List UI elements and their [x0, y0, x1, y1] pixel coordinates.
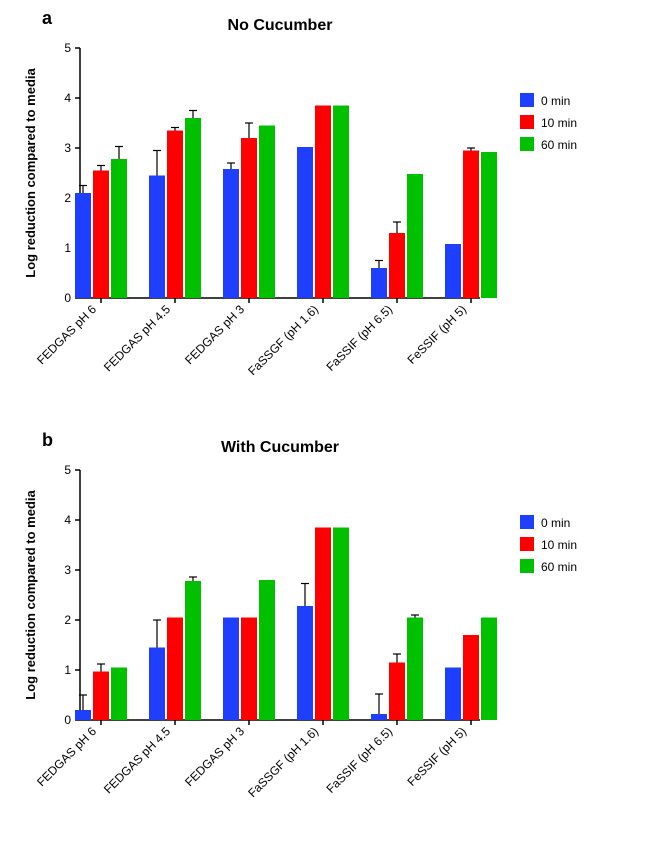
x-tick-label: FEDGAS pH 4.5 — [101, 302, 173, 374]
bar — [389, 233, 405, 298]
x-tick-label: FeSSIF (pH 5) — [405, 302, 470, 367]
legend-swatch — [520, 115, 534, 129]
figure-page: { "layout": { "page_width": 646, "page_h… — [0, 0, 646, 847]
svg-text:1: 1 — [64, 241, 71, 255]
legend-swatch — [520, 93, 534, 107]
svg-text:4: 4 — [64, 91, 71, 105]
x-tick-label: FEDGAS pH 6 — [34, 302, 99, 367]
svg-text:1: 1 — [64, 663, 71, 677]
bar — [111, 668, 127, 721]
legend-label: 60 min — [541, 560, 577, 574]
x-tick-label: FEDGAS pH 3 — [182, 302, 247, 367]
x-tick-label: FaSSGF (pH 1.6) — [245, 302, 321, 378]
bar — [75, 710, 91, 720]
bar — [223, 169, 239, 298]
svg-text:4: 4 — [64, 513, 71, 527]
bar — [167, 618, 183, 721]
x-tick-label: FaSSGF (pH 1.6) — [245, 724, 321, 800]
legend-swatch — [520, 137, 534, 151]
svg-text:3: 3 — [64, 563, 71, 577]
bar — [407, 618, 423, 721]
bar — [407, 174, 423, 298]
bar — [463, 635, 479, 720]
bar — [149, 648, 165, 721]
bar — [445, 668, 461, 721]
legend-swatch — [520, 537, 534, 551]
legend-swatch — [520, 515, 534, 529]
bar — [333, 106, 349, 299]
legend-label: 60 min — [541, 138, 577, 152]
x-tick-label: FeSSIF (pH 5) — [405, 724, 470, 789]
svg-text:2: 2 — [64, 191, 71, 205]
legend-label: 0 min — [541, 516, 570, 530]
bar — [333, 528, 349, 721]
bar — [241, 138, 257, 298]
bar — [259, 126, 275, 299]
bar — [297, 606, 313, 720]
legend-label: 10 min — [541, 116, 577, 130]
chart-a: No Cucumber 0 1 2 3 4 5 Log reduction compared … — [0, 8, 646, 408]
svg-text:2: 2 — [64, 613, 71, 627]
svg-text:3: 3 — [64, 141, 71, 155]
legend-label: 10 min — [541, 538, 577, 552]
bar — [185, 118, 201, 298]
bar — [481, 618, 497, 721]
legend-swatch — [520, 559, 534, 573]
x-tick-label: FaSSIF (pH 6.5) — [323, 724, 395, 796]
bar — [371, 714, 387, 720]
x-tick-label: FEDGAS pH 6 — [34, 724, 99, 789]
bar — [463, 151, 479, 299]
x-tick-label: FEDGAS pH 4.5 — [101, 724, 173, 796]
chart-title: With Cucumber — [221, 439, 339, 456]
bar — [389, 663, 405, 721]
bar — [149, 176, 165, 299]
y-axis-label: Log reduction compared to media — [23, 67, 38, 277]
bar — [371, 268, 387, 298]
x-tick-label: FEDGAS pH 3 — [182, 724, 247, 789]
bar — [481, 152, 497, 298]
legend-label: 0 min — [541, 94, 570, 108]
svg-text:0: 0 — [64, 291, 71, 305]
chart-title: No Cucumber — [228, 17, 333, 34]
y-axis-label: Log reduction compared to media — [23, 489, 38, 699]
bar — [167, 131, 183, 299]
bar — [75, 193, 91, 298]
bar — [93, 171, 109, 299]
bar — [297, 147, 313, 298]
bar — [315, 528, 331, 721]
bar — [111, 159, 127, 298]
bar — [259, 580, 275, 720]
bar — [241, 618, 257, 721]
bar — [93, 672, 109, 721]
chart-b: With Cucumber 0 1 2 3 4 5 Log reduction compare… — [0, 430, 646, 830]
bar — [185, 581, 201, 720]
svg-text:5: 5 — [64, 41, 71, 55]
svg-text:5: 5 — [64, 463, 71, 477]
x-tick-label: FaSSIF (pH 6.5) — [323, 302, 395, 374]
bar — [223, 618, 239, 721]
bar — [445, 244, 461, 298]
svg-text:0: 0 — [64, 713, 71, 727]
bar — [315, 106, 331, 299]
